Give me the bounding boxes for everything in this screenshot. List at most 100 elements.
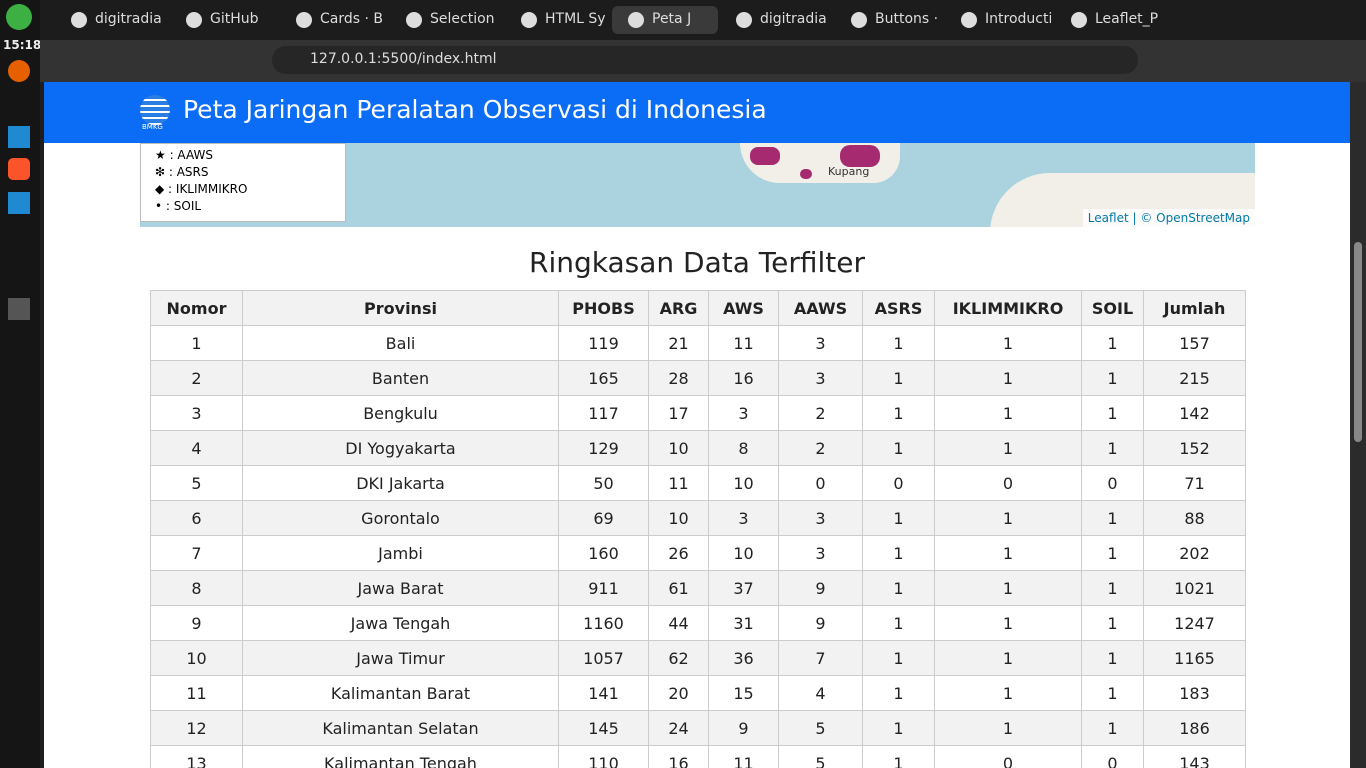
tab[interactable]: digitradia <box>720 6 826 34</box>
tab[interactable]: Selection <box>390 6 496 34</box>
tab[interactable]: Cards · B <box>280 6 386 34</box>
table-cell: 1 <box>1081 570 1144 606</box>
table-cell: Kalimantan Tengah <box>242 745 559 768</box>
table-cell: 1 <box>1081 360 1144 396</box>
table-cell: 0 <box>1081 465 1144 501</box>
table-row: 1 Bali 119 21 11 3 1 1 1 157 <box>150 325 1246 361</box>
table-cell: DI Yogyakarta <box>242 430 559 466</box>
column-header: Provinsi <box>242 290 559 326</box>
column-header: PHOBS <box>558 290 649 326</box>
table-cell: 69 <box>558 500 649 536</box>
attribution: Leaflet | © OpenStreetMap <box>1082 209 1255 227</box>
table-cell: 1247 <box>1143 605 1246 641</box>
table-cell: 3 <box>778 360 863 396</box>
table-cell: 12 <box>150 710 243 746</box>
table-cell: 8 <box>150 570 243 606</box>
table-cell: 1 <box>1081 430 1144 466</box>
table-cell: 5 <box>150 465 243 501</box>
app-icon[interactable] <box>8 158 30 180</box>
table-cell: 15 <box>708 675 779 711</box>
tab-icon <box>296 12 312 28</box>
table-cell: 0 <box>1081 745 1144 768</box>
table-cell: 3 <box>708 500 779 536</box>
table-cell: 7 <box>778 640 863 676</box>
marker-cluster <box>840 145 880 167</box>
tab[interactable]: HTML Sy <box>505 6 611 34</box>
column-header: IKLIMMIKRO <box>934 290 1082 326</box>
tab-icon <box>961 12 977 28</box>
tab-icon <box>736 12 752 28</box>
address-bar-row: 127.0.0.1:5500/index.html <box>40 40 1366 82</box>
app-icon[interactable] <box>8 60 30 82</box>
marker-cluster <box>750 147 780 165</box>
table-cell: 183 <box>1143 675 1246 711</box>
launcher-icon[interactable] <box>6 4 32 30</box>
table-cell: 3 <box>778 535 863 571</box>
column-header: ASRS <box>862 290 935 326</box>
tab[interactable]: digitradia <box>55 6 161 34</box>
table-cell: 11 <box>708 745 779 768</box>
table-cell: Bali <box>242 325 559 361</box>
table-cell: 61 <box>648 570 709 606</box>
table-cell: 1 <box>1081 325 1144 361</box>
table-cell: Kalimantan Selatan <box>242 710 559 746</box>
attribution-link[interactable]: | © OpenStreetMap <box>1132 211 1250 225</box>
table-cell: 141 <box>558 675 649 711</box>
table-cell: 1 <box>934 430 1082 466</box>
table-cell: 1 <box>934 325 1082 361</box>
column-header: SOIL <box>1081 290 1144 326</box>
scroll-thumb[interactable] <box>1354 242 1362 442</box>
map[interactable]: Kupang ★ : AAWS ❇ : ASRS ◆ : IKLIMMIKRO • :… <box>140 143 1255 227</box>
table-cell: 1 <box>150 325 243 361</box>
table-cell: 1 <box>1081 640 1144 676</box>
attribution-link[interactable]: Leaflet <box>1087 211 1129 225</box>
tab[interactable]: Buttons · <box>835 6 941 34</box>
table-cell: 1 <box>934 640 1082 676</box>
table-cell: 10 <box>648 430 709 466</box>
table-cell: 9 <box>150 605 243 641</box>
table-cell: 8 <box>708 430 779 466</box>
app-icon[interactable] <box>8 126 30 148</box>
table-cell: 28 <box>648 360 709 396</box>
table-cell: 1 <box>1081 675 1144 711</box>
table-row: 2 Banten 165 28 16 3 1 1 1 215 <box>150 360 1246 396</box>
tab[interactable]: Introducti <box>945 6 1051 34</box>
url-field[interactable]: 127.0.0.1:5500/index.html <box>272 46 1138 74</box>
table-row: 13 Kalimantan Tengah 110 16 11 5 1 0 0 143 <box>150 745 1246 768</box>
table-cell: 3 <box>708 395 779 431</box>
tab-icon <box>1071 12 1087 28</box>
table-cell: 119 <box>558 325 649 361</box>
table-cell: 1021 <box>1143 570 1246 606</box>
table-cell: 1 <box>934 570 1082 606</box>
table-cell: 1 <box>1081 710 1144 746</box>
tab-icon <box>406 12 422 28</box>
table-row: 9 Jawa Tengah 1160 44 31 9 1 1 1 1247 <box>150 605 1246 641</box>
app-icon[interactable] <box>8 298 30 320</box>
map-legend: ★ : AAWS ❇ : ASRS ◆ : IKLIMMIKRO • : SOIL <box>140 143 346 222</box>
table-row: 5 DKI Jakarta 50 11 10 0 0 0 0 71 <box>150 465 1246 501</box>
tab[interactable]: GitHub <box>170 6 276 34</box>
legend-item: • : SOIL <box>155 199 202 213</box>
tab[interactable]: Peta J <box>612 6 718 34</box>
table-cell: 7 <box>150 535 243 571</box>
table-cell: 1 <box>934 605 1082 641</box>
tab-label: Cards · B <box>320 11 383 27</box>
legend-item: ◆ : IKLIMMIKRO <box>155 182 248 196</box>
table-cell: 2 <box>150 360 243 396</box>
app-icon[interactable] <box>8 192 30 214</box>
tab[interactable]: Leaflet_P <box>1055 6 1161 34</box>
place-label: Kupang <box>828 165 870 178</box>
web-page: BMKG Peta Jaringan Peralatan Observasi d… <box>44 82 1350 768</box>
tab-label: GitHub <box>210 11 259 27</box>
table-row: 12 Kalimantan Selatan 145 24 9 5 1 1 1 186 <box>150 710 1246 746</box>
table-cell: 1 <box>862 710 935 746</box>
table-cell: 1 <box>862 640 935 676</box>
table-cell: 1160 <box>558 605 649 641</box>
table-cell: 143 <box>1143 745 1246 768</box>
table-cell: 3 <box>150 395 243 431</box>
table-cell: 11 <box>150 675 243 711</box>
column-header: AAWS <box>778 290 863 326</box>
table-cell: 9 <box>708 710 779 746</box>
scrollbar[interactable] <box>1350 82 1366 768</box>
table-cell: Banten <box>242 360 559 396</box>
